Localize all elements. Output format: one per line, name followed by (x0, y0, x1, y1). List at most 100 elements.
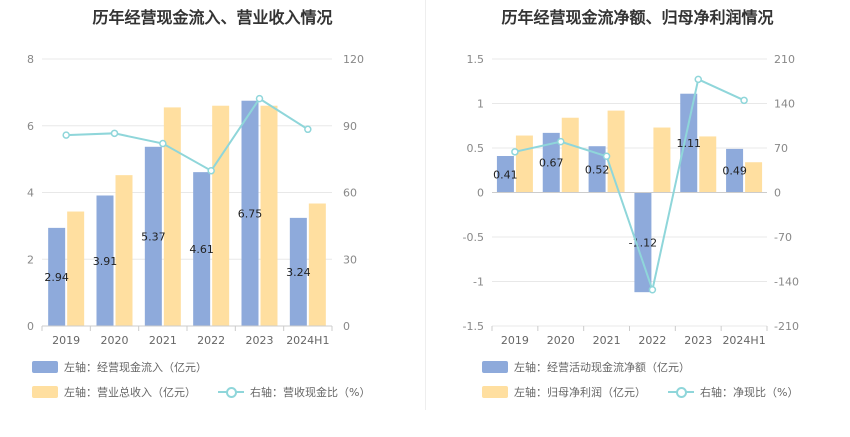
bar-2019-secondary (67, 211, 85, 326)
bar-2024H1-primary (289, 217, 307, 326)
ratio-point (110, 129, 119, 138)
legend-line-swatch-icon (668, 386, 694, 398)
bar-data-label: 3.24 (286, 266, 311, 279)
right-axis-tick-label: 140 (774, 98, 795, 111)
x-axis-tick-label: 2020 (547, 334, 575, 347)
bar-2022-secondary (653, 127, 671, 193)
ratio-point (602, 152, 611, 161)
legend-net-cash-ratio[interactable]: 右轴：净现比（%） (668, 384, 798, 400)
right-axis-tick-label: 90 (343, 120, 357, 133)
right-axis-tick-label: 0 (774, 187, 781, 200)
bar-data-label: 6.75 (238, 207, 263, 220)
ratio-point (62, 131, 70, 139)
left-axis-tick-label: 1 (477, 98, 484, 111)
ratio-line (514, 77, 745, 294)
right-chart-panel: 历年经营现金流净额、归母净利润情况 -1.5 -210 -1 -140 -0.5 -70 0… (425, 0, 850, 437)
legend-line-swatch-icon (218, 386, 244, 398)
right-chart-title: 历年经营现金流净额、归母净利润情况 (501, 8, 774, 27)
x-axis-tick-label: 2022 (638, 334, 666, 347)
right-chart-svg: -1.5 -210 -1 -140 -0.5 -70 0 0 0.5 70 1 140 1.5 210 20… (463, 53, 799, 347)
x-axis-tick-label: 2021 (149, 334, 177, 347)
bar-2024H1-secondary (308, 203, 326, 326)
bar-data-label: 4.61 (189, 243, 214, 256)
left-axis-tick-label: -0.5 (463, 231, 484, 244)
right-axis-tick-label: 0 (343, 320, 350, 333)
legend-bar-swatch-icon (482, 361, 508, 373)
legend-label: 右轴：净现比（%） (700, 386, 799, 399)
bar-2020-secondary (561, 117, 579, 193)
legend-bar-swatch-icon (32, 386, 58, 398)
ratio-point (159, 139, 167, 148)
bar-2020-primary (542, 132, 560, 193)
bar-data-label: 0.41 (493, 168, 518, 181)
left-axis-tick-label: 4 (27, 187, 34, 200)
bar-2021-primary (588, 146, 606, 193)
ratio-point (694, 75, 702, 84)
legend-bar-swatch-icon (32, 361, 58, 373)
bar-data-label: 0.49 (722, 165, 747, 178)
legend-revenue[interactable]: 左轴：营业总收入（亿元） (32, 384, 196, 400)
right-axis-tick-label: -210 (774, 320, 799, 333)
bar-2022-primary (634, 192, 652, 293)
left-axis-tick-label: -1 (473, 276, 484, 289)
right-axis-tick-label: 120 (343, 53, 364, 66)
legend-net-cash-flow[interactable]: 左轴：经营活动现金流净额（亿元） (482, 359, 690, 375)
ratio-point (207, 166, 215, 175)
right-axis-tick-label: 70 (774, 142, 788, 155)
bar-data-label: 0.52 (585, 163, 610, 176)
bar-2019-primary (496, 156, 514, 193)
ratio-point (648, 286, 657, 294)
bar-2023-primary (241, 100, 259, 326)
left-chart-title: 历年经营现金流入、营业收入情况 (92, 8, 333, 27)
bar-2023-secondary (260, 105, 278, 326)
bar-2023-primary (680, 93, 698, 193)
left-axis-tick-label: 0.5 (467, 142, 485, 155)
left-axis-tick-label: 0 (477, 187, 484, 200)
legend-bar-swatch-icon (482, 386, 508, 398)
right-axis-tick-label: 30 (343, 253, 357, 266)
x-axis-tick-label: 2021 (593, 334, 621, 347)
right-axis-tick-label: -140 (774, 276, 799, 289)
bar-2023-secondary (699, 136, 717, 193)
bar-data-label: 1.11 (677, 137, 702, 150)
left-axis-tick-label: 6 (27, 120, 34, 133)
bar-data-label: 0.67 (539, 157, 564, 170)
legend-cash-ratio[interactable]: 右轴：营收现金比（%） (218, 384, 370, 400)
bar-data-label: 3.91 (93, 255, 118, 268)
ratio-point (255, 94, 264, 103)
bar-2019-secondary (515, 135, 533, 193)
legend-label: 左轴：营业总收入（亿元） (64, 386, 196, 399)
x-axis-tick-label: 2019 (501, 334, 529, 347)
bar-2021-secondary (163, 107, 181, 326)
bar-2021-primary (144, 146, 162, 326)
legend-label: 右轴：营收现金比（%） (250, 386, 371, 399)
bar-2024H1-primary (726, 148, 744, 193)
legend-net-profit[interactable]: 左轴：归母净利润（亿元） (482, 384, 646, 400)
right-axis-tick-label: 210 (774, 53, 795, 66)
x-axis-tick-label: 2020 (101, 334, 129, 347)
ratio-point (740, 96, 748, 105)
bar-2019-primary (48, 227, 66, 326)
x-axis-tick-label: 2024H1 (286, 334, 329, 347)
left-axis-tick-label: 1.5 (467, 53, 485, 66)
x-axis-tick-label: 2023 (684, 334, 712, 347)
x-axis-tick-label: 2023 (246, 334, 274, 347)
left-axis-tick-label: 8 (27, 53, 34, 66)
panel-divider (425, 0, 426, 410)
left-axis-tick-label: 0 (27, 320, 34, 333)
x-axis-tick-label: 2024H1 (722, 334, 765, 347)
left-chart-panel: 历年经营现金流入、营业收入情况 0 0 2 30 4 60 6 90 8 120 2019 2020 2… (27, 8, 370, 400)
bar-2021-secondary (607, 110, 625, 193)
left-axis-tick-label: 2 (27, 253, 34, 266)
left-chart-svg: 0 0 2 30 4 60 6 90 8 120 2019 2020 2021 2022 2023 2024H… (27, 53, 364, 347)
ratio-line (66, 97, 309, 173)
bar-data-label: -1.12 (629, 236, 657, 249)
ratio-point (511, 148, 519, 156)
legend-label: 左轴：经营现金流入（亿元） (64, 361, 207, 374)
ratio-point (557, 137, 565, 146)
bar-data-label: 2.94 (44, 271, 69, 284)
left-axis-tick-label: -1.5 (463, 320, 484, 333)
legend-cash-inflow[interactable]: 左轴：经营现金流入（亿元） (32, 359, 207, 375)
bar-2020-secondary (115, 175, 133, 326)
bar-2022-secondary (212, 105, 230, 326)
